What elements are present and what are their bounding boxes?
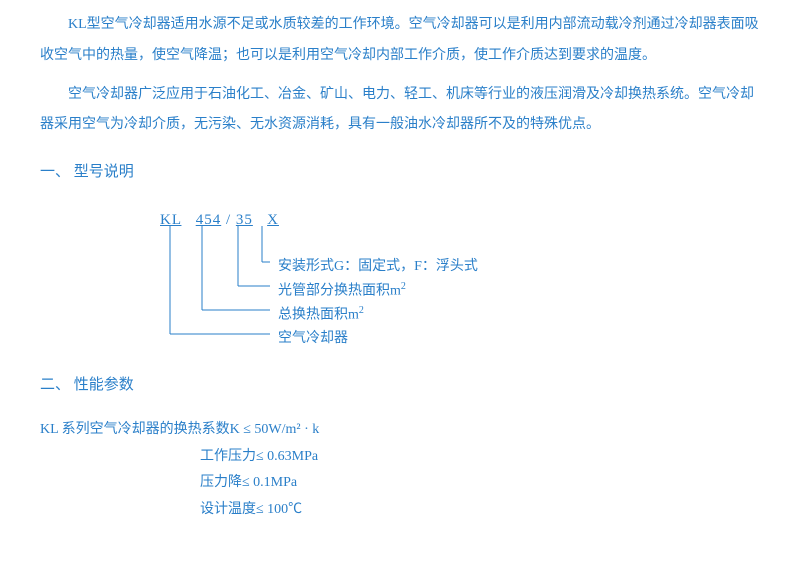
model-label-4: 空气冷却器 — [278, 324, 348, 355]
param-line-1: KL 系列空气冷却器的换热系数K ≤ 50W/m² · k — [40, 417, 760, 444]
intro-paragraph-2: 空气冷却器广泛应用于石油化工、冶金、矿山、电力、轻工、机床等行业的液压润滑及冷却… — [40, 80, 760, 142]
section-2-title: 二、 性能参数 — [40, 369, 760, 402]
param-line-2: 工作压力≤ 0.63MPa — [200, 444, 760, 471]
parameters-block: KL 系列空气冷却器的换热系数K ≤ 50W/m² · k 工作压力≤ 0.63… — [40, 417, 760, 523]
model-diagram: KL 454 / 35 X 安装形式G：固定式，F：浮头式 光管部分换热面积m2… — [160, 204, 760, 354]
intro-paragraph-1: KL型空气冷却器适用水源不足或水质较差的工作环境。空气冷却器可以是利用内部流动载… — [40, 10, 760, 72]
param-line-3: 压力降≤ 0.1MPa — [200, 470, 760, 497]
param-line-4: 设计温度≤ 100℃ — [200, 497, 760, 524]
section-1-title: 一、 型号说明 — [40, 156, 760, 189]
